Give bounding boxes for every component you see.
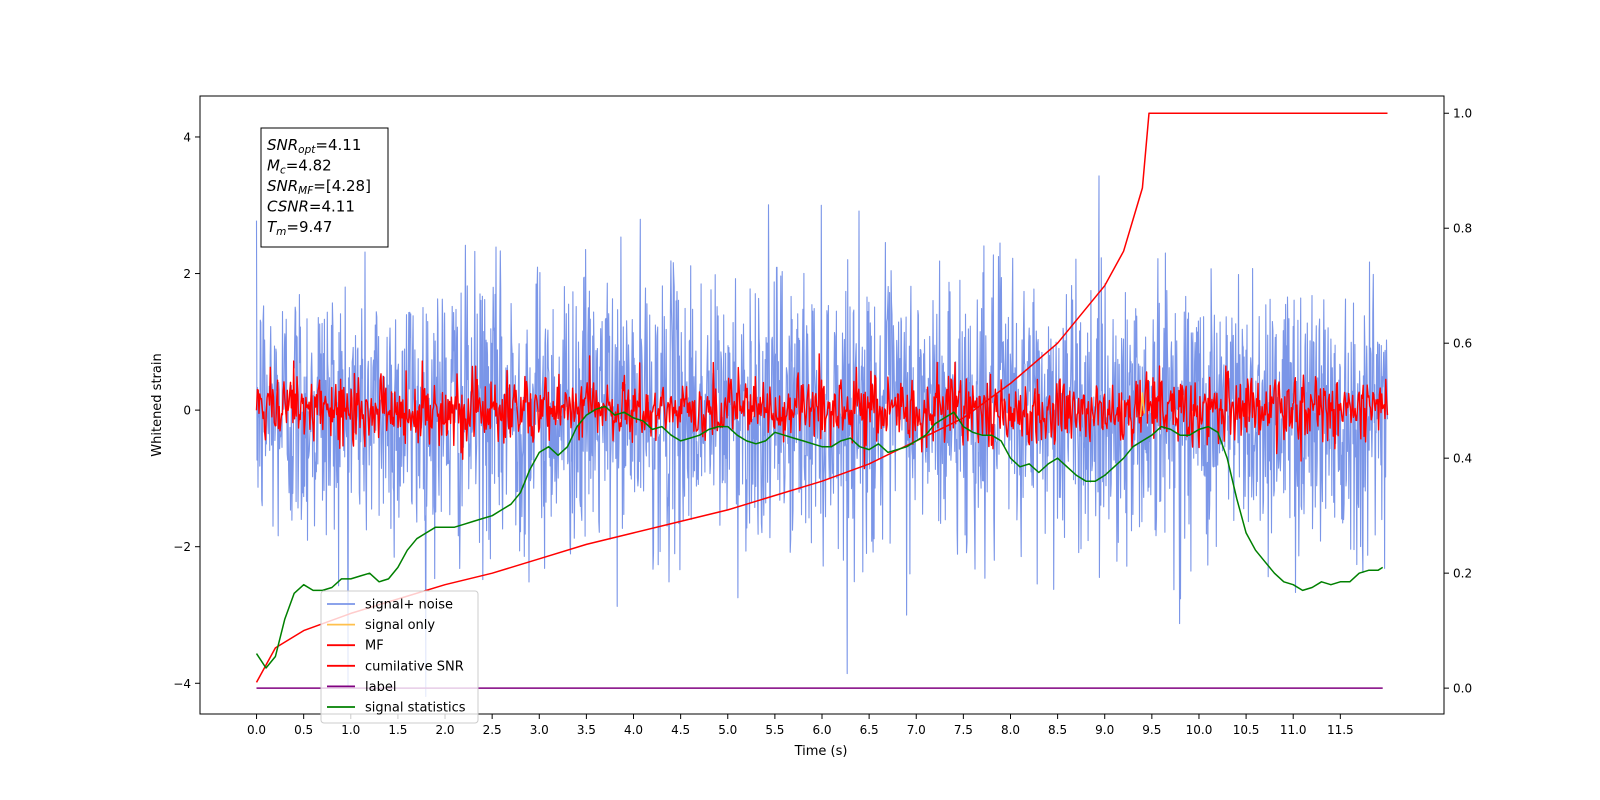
mf-series	[255, 353, 1389, 470]
legend: signal+ noise signal only MF cumilative SNR…	[320, 590, 479, 724]
x-tick-label: 5.0	[718, 723, 737, 737]
x-tick-label: 10.5	[1233, 723, 1260, 737]
y2-tick-label: 1.0	[1453, 107, 1472, 121]
x-tick-label: 2.0	[435, 723, 454, 737]
x-tick-label: 4.5	[671, 723, 690, 737]
y-tick-label: 0	[183, 404, 191, 418]
x-tick-label: 1.5	[388, 723, 407, 737]
x-tick-label: 3.0	[530, 723, 549, 737]
y2-tick-label: 0.0	[1453, 682, 1472, 696]
x-axis: 0.0 0.5 1.0 1.5 2.0 2.5 3.0 3.5 4.0 4.5 5.0 5.5 6.0 6…	[247, 714, 1354, 737]
x-tick-label: 6.5	[860, 723, 879, 737]
x-tick-label: 7.5	[954, 723, 973, 737]
x-tick-label: 9.5	[1142, 723, 1161, 737]
info-box-line: SNRMF=[4.28]	[267, 177, 371, 197]
x-tick-label: 5.5	[765, 723, 784, 737]
x-tick-label: 11.5	[1327, 723, 1354, 737]
x-tick-label: 0.0	[247, 723, 266, 737]
legend-label: cumilative SNR	[365, 659, 464, 674]
legend-label: signal statistics	[365, 701, 466, 716]
legend-label: signal only	[365, 618, 435, 633]
y2-tick-label: 0.6	[1453, 337, 1472, 351]
x-tick-label: 4.0	[624, 723, 643, 737]
mf-line	[255, 353, 1389, 470]
y-axis-right: 0.0 0.2 0.4 0.6 0.8 1.0	[1444, 107, 1472, 696]
x-tick-label: 11.0	[1280, 723, 1307, 737]
info-box-line: Mc=4.82	[267, 157, 332, 177]
x-tick-label: 7.0	[907, 723, 926, 737]
y-tick-label: −2	[173, 540, 191, 554]
signal-only-line	[1139, 392, 1146, 418]
signal-only-series	[1139, 392, 1146, 418]
legend-label: MF	[365, 639, 384, 654]
y2-tick-label: 0.2	[1453, 567, 1472, 581]
info-box-line: CSNR=4.11	[267, 198, 355, 216]
x-tick-label: 9.0	[1095, 723, 1114, 737]
y-axis-left: −4 −2 0 2 4	[173, 130, 200, 691]
x-tick-label: 8.0	[1001, 723, 1020, 737]
y-tick-label: 2	[183, 267, 191, 281]
x-tick-label: 8.5	[1048, 723, 1067, 737]
y2-tick-label: 0.8	[1453, 222, 1472, 236]
y-tick-label: 4	[183, 130, 191, 144]
info-box-line: SNRopt=4.11	[267, 136, 361, 156]
x-axis-label: Time (s)	[794, 744, 848, 759]
x-tick-label: 10.0	[1186, 723, 1213, 737]
y-tick-label: −4	[173, 677, 191, 691]
y-axis-label: Whitened strain	[150, 353, 165, 456]
info-box-line: Tm=9.47	[267, 218, 332, 238]
signal-statistics-series	[255, 405, 1384, 669]
x-tick-label: 0.5	[294, 723, 313, 737]
legend-label: label	[365, 680, 396, 695]
signal-statistics-line	[255, 405, 1384, 669]
x-tick-label: 6.0	[812, 723, 831, 737]
x-tick-label: 1.0	[341, 723, 360, 737]
legend-label: signal+ noise	[365, 598, 453, 613]
y2-tick-label: 0.4	[1453, 452, 1472, 466]
x-tick-label: 2.5	[483, 723, 502, 737]
x-tick-label: 3.5	[577, 723, 596, 737]
